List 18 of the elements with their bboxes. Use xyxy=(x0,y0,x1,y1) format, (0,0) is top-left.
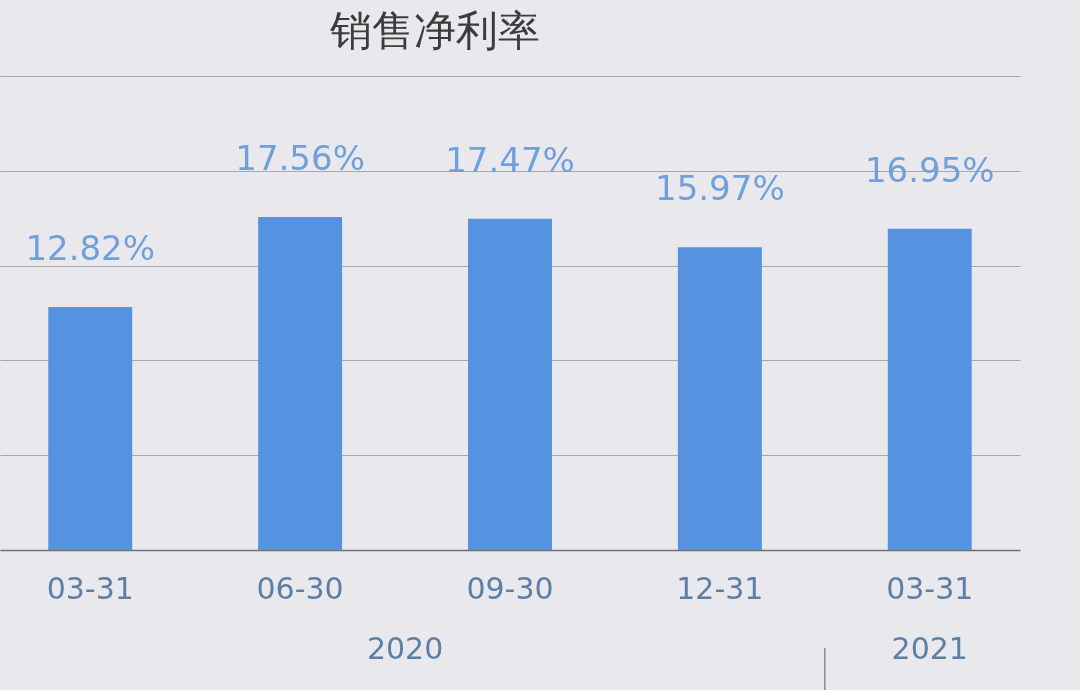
x-tick-label: 09-30 xyxy=(466,570,554,606)
x-tick-label: 12-31 xyxy=(676,570,764,606)
x-tick-label: 06-30 xyxy=(256,570,344,606)
data-label: 17.56% xyxy=(235,138,365,179)
bar xyxy=(887,228,972,550)
text: 2021 xyxy=(891,631,968,666)
bar xyxy=(468,218,552,550)
data-label: 15.97% xyxy=(655,168,785,209)
bar xyxy=(677,247,762,550)
text: 2020 xyxy=(366,631,444,666)
x-tick-label: 03-31 xyxy=(886,570,974,606)
data-label: 12.82% xyxy=(25,227,156,268)
chart-title: 销售净利率 xyxy=(329,6,540,55)
data-label: 16.95% xyxy=(864,149,995,190)
data-label: 17.47% xyxy=(445,139,575,180)
bar xyxy=(258,217,343,550)
x-tick-label: 03-31 xyxy=(46,570,134,606)
bar xyxy=(48,306,133,550)
